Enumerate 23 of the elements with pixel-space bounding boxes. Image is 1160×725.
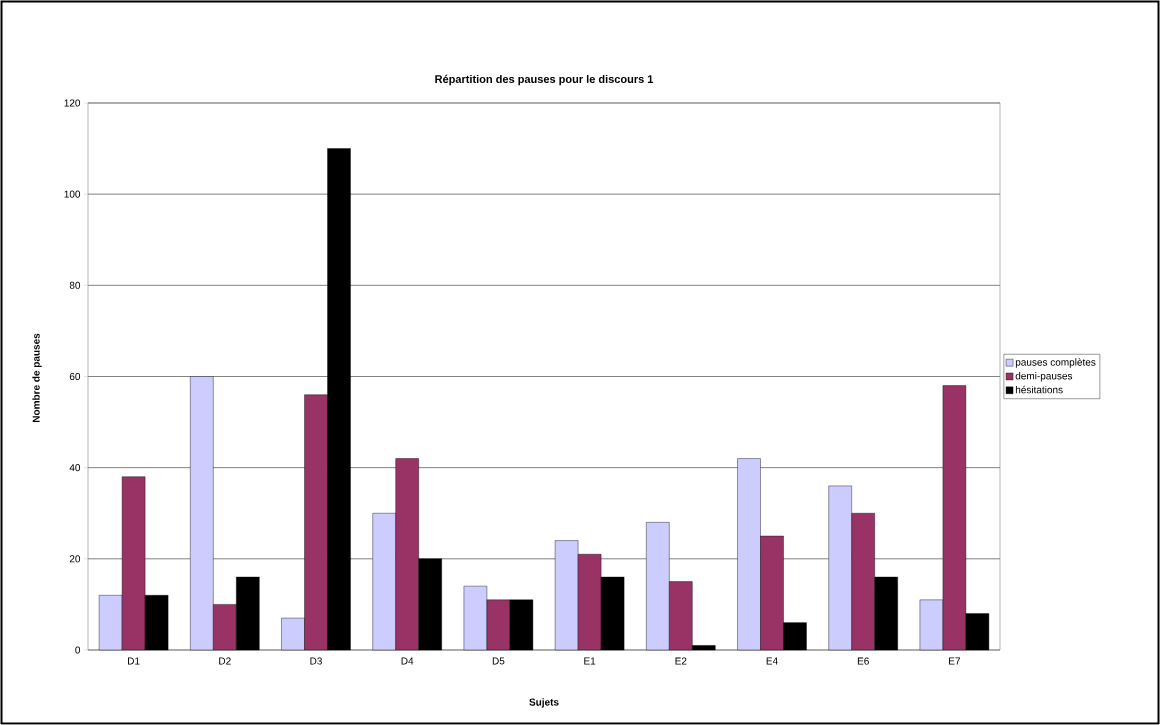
- x-tick-label: D5: [492, 657, 505, 665]
- x-tick-label: D1: [128, 657, 140, 665]
- y-axis-title: Nombre de pauses: [32, 333, 42, 423]
- x-tick-label: E1: [584, 657, 596, 665]
- x-tick-label: E2: [675, 657, 687, 665]
- x-tick-label: D2: [219, 657, 231, 665]
- y-tick-label: 80: [69, 281, 81, 289]
- legend-label: pauses complètes: [1015, 358, 1096, 368]
- chart-title: Répartition des pauses pour le discours 1: [435, 74, 654, 86]
- y-tick-label: 60: [69, 372, 81, 381]
- x-tick-label: E7: [949, 657, 961, 665]
- x-tick-label: D4: [401, 657, 414, 665]
- y-tick-label: 0: [75, 646, 81, 654]
- y-tick-label: 20: [69, 555, 81, 563]
- y-tick-label: 40: [69, 464, 81, 472]
- x-axis-title: Sujets: [529, 698, 559, 708]
- y-tick-label: 100: [64, 190, 81, 198]
- y-tick-label: 120: [64, 99, 81, 107]
- x-tick-label: E6: [857, 657, 869, 665]
- legend-label: hésitations: [1015, 385, 1063, 394]
- legend-label: demi-pauses: [1015, 372, 1073, 382]
- x-tick-label: D3: [310, 657, 322, 665]
- x-tick-label: E4: [766, 657, 778, 665]
